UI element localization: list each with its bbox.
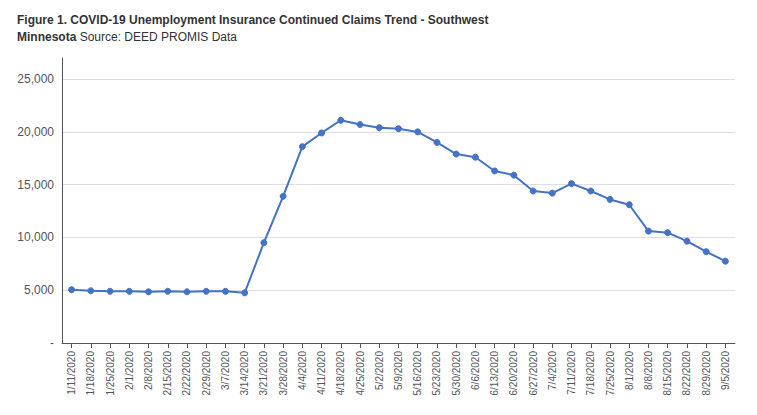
svg-text:4/4/2020: 4/4/2020 <box>297 351 308 390</box>
svg-text:6/6/2020: 6/6/2020 <box>470 351 481 390</box>
svg-text:7/25/2020: 7/25/2020 <box>605 351 616 396</box>
svg-text:5,000: 5,000 <box>24 283 54 297</box>
svg-text:6/13/2020: 6/13/2020 <box>489 351 500 396</box>
svg-text:6/27/2020: 6/27/2020 <box>528 351 539 396</box>
svg-text:10,000: 10,000 <box>17 230 54 244</box>
svg-text:3/21/2020: 3/21/2020 <box>258 351 269 396</box>
svg-text:2/29/2020: 2/29/2020 <box>201 351 212 396</box>
svg-text:4/25/2020: 4/25/2020 <box>355 351 366 396</box>
svg-text:2/1/2020: 2/1/2020 <box>124 351 135 390</box>
svg-text:3/28/2020: 3/28/2020 <box>278 351 289 396</box>
svg-text:15,000: 15,000 <box>17 178 54 192</box>
svg-text:3/7/2020: 3/7/2020 <box>220 351 231 390</box>
svg-text:9/5/2020: 9/5/2020 <box>720 351 731 390</box>
svg-text:2/15/2020: 2/15/2020 <box>162 351 173 396</box>
svg-text:2/22/2020: 2/22/2020 <box>181 351 192 396</box>
svg-text:3/14/2020: 3/14/2020 <box>239 351 250 396</box>
svg-text:2/8/2020: 2/8/2020 <box>143 351 154 390</box>
svg-text:5/30/2020: 5/30/2020 <box>451 351 462 396</box>
svg-text:5/23/2020: 5/23/2020 <box>431 351 442 396</box>
svg-text:1/25/2020: 1/25/2020 <box>105 351 116 396</box>
svg-text:5/2/2020: 5/2/2020 <box>374 351 385 390</box>
svg-text:8/29/2020: 8/29/2020 <box>701 351 712 396</box>
svg-text:Figure 1. COVID-19 Unemploymen: Figure 1. COVID-19 Unemployment Insuranc… <box>17 13 488 27</box>
svg-text:25,000: 25,000 <box>17 72 54 86</box>
svg-text:8/15/2020: 8/15/2020 <box>662 351 673 396</box>
svg-text:Source: DEED PROMIS Data: Source: DEED PROMIS Data <box>76 30 237 44</box>
svg-text:5/16/2020: 5/16/2020 <box>412 351 423 396</box>
svg-text:8/8/2020: 8/8/2020 <box>643 351 654 390</box>
svg-text:1/18/2020: 1/18/2020 <box>85 351 96 396</box>
svg-text:5/9/2020: 5/9/2020 <box>393 351 404 390</box>
svg-text:8/22/2020: 8/22/2020 <box>681 351 692 396</box>
svg-text:6/20/2020: 6/20/2020 <box>508 351 519 396</box>
svg-text:7/11/2020: 7/11/2020 <box>566 351 577 395</box>
svg-text:7/18/2020: 7/18/2020 <box>585 351 596 396</box>
svg-text:Minnesota: Minnesota <box>17 30 77 44</box>
svg-text:-: - <box>50 336 54 350</box>
svg-text:20,000: 20,000 <box>17 125 54 139</box>
svg-text:4/11/2020: 4/11/2020 <box>316 351 327 395</box>
svg-text:7/4/2020: 7/4/2020 <box>547 351 558 390</box>
svg-text:1/11/2020: 1/11/2020 <box>66 351 77 395</box>
svg-text:4/18/2020: 4/18/2020 <box>335 351 346 396</box>
svg-text:8/1/2020: 8/1/2020 <box>624 351 635 390</box>
